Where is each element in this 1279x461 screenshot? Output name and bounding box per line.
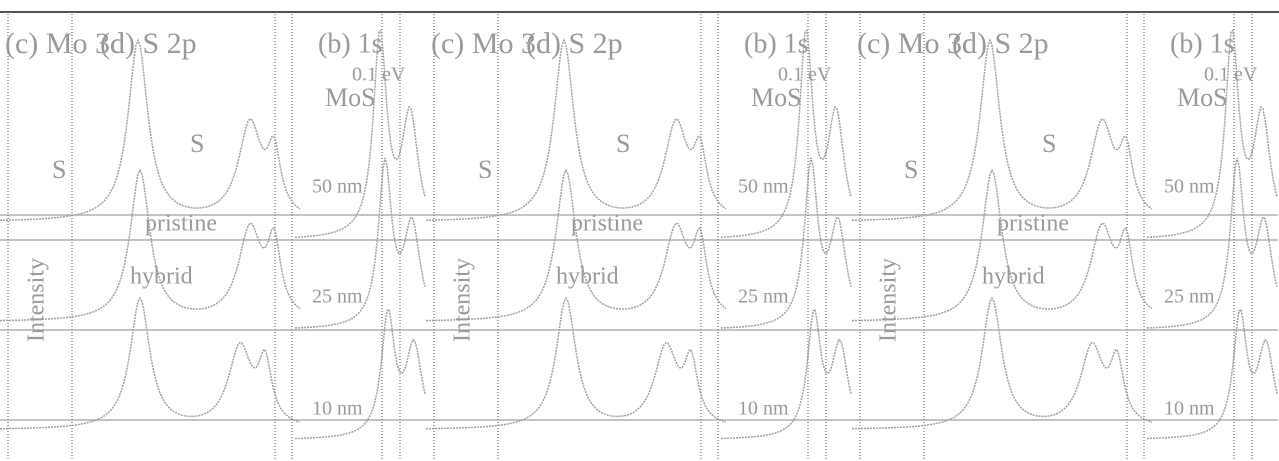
panel-label: (c) Mo 3d bbox=[857, 27, 977, 60]
trace-label: hybrid bbox=[556, 264, 619, 290]
size-label: 25 nm bbox=[738, 286, 789, 308]
spectrum-curve bbox=[852, 296, 1153, 430]
panel-label: (c) Mo 3d bbox=[431, 27, 551, 60]
panel-label: (b) 1s bbox=[744, 28, 809, 59]
size-label: 10 nm bbox=[312, 398, 363, 420]
trace-label: hybrid bbox=[130, 264, 193, 290]
size-label: 50 nm bbox=[1164, 176, 1215, 198]
spectrum-curve bbox=[1146, 28, 1278, 239]
size-label: 25 nm bbox=[1164, 286, 1215, 308]
spectrum-curve bbox=[294, 28, 426, 239]
spectrum-curve bbox=[0, 38, 301, 222]
shift-label: 0.1 eV bbox=[352, 64, 406, 86]
spectrum-curve bbox=[426, 38, 727, 222]
peak-label: S bbox=[904, 155, 918, 184]
trace-label: pristine bbox=[571, 211, 643, 237]
peak-label: S bbox=[616, 129, 630, 158]
size-label: 50 nm bbox=[312, 176, 363, 198]
size-label: 50 nm bbox=[738, 176, 789, 198]
peak-label: S bbox=[1042, 129, 1056, 158]
panel-label: (d) S 2p bbox=[952, 27, 1049, 60]
spectrum-curve bbox=[1146, 308, 1278, 440]
sample-label: MoS bbox=[325, 83, 376, 112]
peak-label: S bbox=[52, 155, 66, 184]
panel-label: (b) 1s bbox=[1170, 28, 1235, 59]
spectrum-curve bbox=[294, 157, 426, 329]
size-label: 10 nm bbox=[1164, 398, 1215, 420]
panel-label: (b) 1s bbox=[318, 28, 383, 59]
size-label: 25 nm bbox=[312, 286, 363, 308]
panel-label: (d) S 2p bbox=[526, 27, 623, 60]
y-axis-label: Intensity bbox=[24, 258, 50, 342]
peak-label: S bbox=[190, 129, 204, 158]
spectrum-curve bbox=[720, 308, 852, 440]
spectrum-curve bbox=[294, 308, 426, 440]
sample-label: MoS bbox=[751, 83, 802, 112]
peak-label: S bbox=[478, 155, 492, 184]
spectrum-curve bbox=[720, 157, 852, 329]
spectrum-curve bbox=[426, 296, 727, 430]
y-axis-label: Intensity bbox=[450, 258, 476, 342]
shift-label: 0.1 eV bbox=[1204, 64, 1258, 86]
size-label: 10 nm bbox=[738, 398, 789, 420]
panel-label: (c) Mo 3d bbox=[5, 27, 125, 60]
spectrum-curve bbox=[720, 28, 852, 239]
trace-label: pristine bbox=[997, 211, 1069, 237]
sample-label: MoS bbox=[1177, 83, 1228, 112]
trace-label: hybrid bbox=[982, 264, 1045, 290]
trace-label: pristine bbox=[145, 211, 217, 237]
spectrum-curve bbox=[852, 38, 1153, 222]
spectrum-curve bbox=[1146, 157, 1278, 329]
panel-label: (d) S 2p bbox=[100, 27, 197, 60]
spectrum-curve bbox=[0, 296, 301, 430]
y-axis-label: Intensity bbox=[876, 258, 902, 342]
shift-label: 0.1 eV bbox=[778, 64, 832, 86]
